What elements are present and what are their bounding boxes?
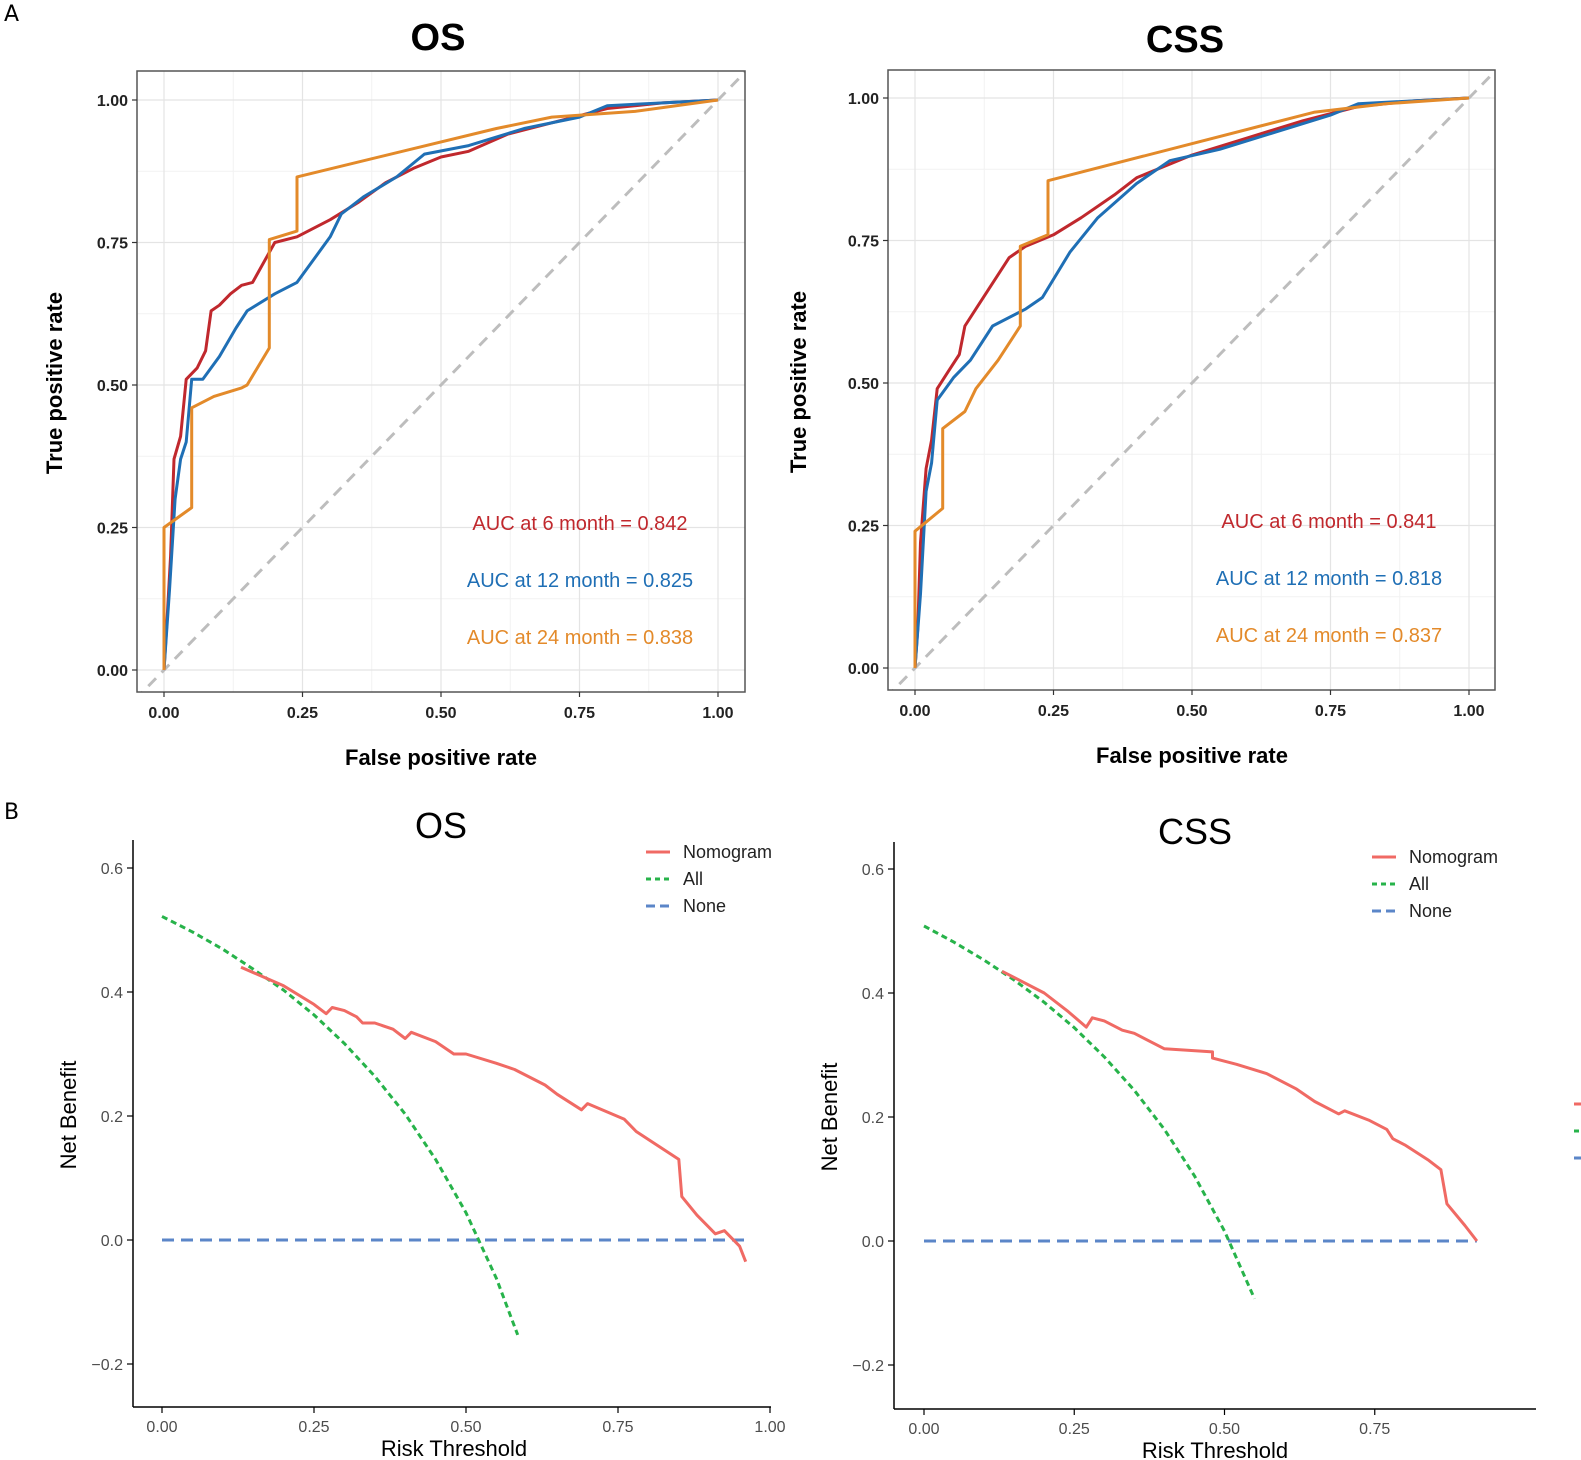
y-tick-label: 0.25 [97, 521, 128, 538]
x-tick-label: 0.25 [287, 705, 318, 722]
y-tick-label: 0.0 [101, 1233, 123, 1250]
auc-annotation: AUC at 12 month = 0.825 [467, 570, 693, 592]
series-group [140, 71, 745, 692]
x-tick-label: 1.00 [754, 1419, 785, 1436]
x-axis-label: False positive rate [345, 745, 537, 770]
y-tick-label: 0.4 [862, 986, 884, 1003]
auc-annotation: AUC at 24 month = 0.837 [1216, 625, 1442, 647]
x-axis-label: Risk Threshold [381, 1436, 527, 1460]
y-tick-label: −0.2 [91, 1357, 123, 1374]
x-tick-label: 0.75 [1359, 1421, 1390, 1438]
x-tick-label: 0.50 [425, 705, 456, 722]
roc-curve-12-month [162, 98, 719, 671]
chart-title: OS [415, 805, 467, 846]
chart-title: CSS [1146, 19, 1224, 61]
y-tick-label: 1.00 [97, 93, 128, 110]
net-benefit-curve-all [161, 915, 520, 1336]
y-tick-label: 0.2 [101, 1109, 123, 1126]
x-tick-label: 0.00 [146, 1419, 177, 1436]
y-tick-label: 0.6 [101, 861, 123, 878]
net-benefit-curve-all [923, 924, 1256, 1300]
legend-label: None [683, 896, 726, 916]
y-tick-label: 0.00 [97, 663, 128, 680]
net-benefit-curve-nomogram [240, 965, 748, 1263]
roc-curve-24-month [162, 98, 719, 670]
roc-curve-6-month [913, 96, 1470, 669]
reference-diagonal-line [891, 70, 1495, 690]
y-tick-label: 1.00 [848, 91, 879, 108]
y-tick-label: 0.4 [101, 985, 123, 1002]
chart-4-decision_curve: 0.00 0.25 0.50 0.75 −0.2 0.0 0.2 0.4 0.6 CSS Risk … [817, 811, 1536, 1460]
y-axis-label: Net Benefit [56, 1061, 81, 1170]
legend-label: Nomogram [1409, 847, 1498, 867]
net-benefit-curve-nomogram [1001, 969, 1479, 1242]
y-tick-label: 0.50 [97, 378, 128, 395]
x-tick-label: 0.00 [148, 705, 179, 722]
x-tick-label: 0.75 [1315, 703, 1346, 720]
series-group [891, 70, 1495, 690]
x-tick-label: 1.00 [1453, 703, 1484, 720]
auc-annotation: AUC at 6 month = 0.842 [472, 513, 687, 535]
roc-curve-24-month [913, 96, 1470, 668]
legend-label: None [1409, 901, 1452, 921]
y-tick-label: 0.50 [848, 376, 879, 393]
chart-2-roc: 0.00 0.25 0.50 0.75 1.00 0.00 0.25 0.50 0.75 1.00… [786, 19, 1496, 768]
panel-label-b: B [4, 800, 20, 825]
y-tick-label: 0.0 [862, 1234, 884, 1251]
auc-annotation: AUC at 6 month = 0.841 [1221, 511, 1436, 533]
y-axis-label: Net Benefit [817, 1063, 842, 1172]
x-tick-label: 1.00 [702, 705, 733, 722]
y-tick-label: 0.75 [848, 234, 879, 251]
x-tick-label: 0.75 [564, 705, 595, 722]
reference-diagonal-line [140, 71, 745, 692]
y-tick-label: 0.6 [862, 862, 884, 879]
legend-label: Nomogram [683, 842, 772, 862]
auc-annotation: AUC at 24 month = 0.838 [467, 627, 693, 649]
y-tick-label: 0.25 [848, 519, 879, 536]
x-tick-label: 0.25 [1038, 703, 1069, 720]
x-tick-label: 0.25 [1059, 1421, 1090, 1438]
y-axis-label: True positive rate [786, 291, 811, 473]
x-axis-label: Risk Threshold [1142, 1438, 1288, 1460]
chart-3-decision_curve: 0.00 0.25 0.50 0.75 1.00 −0.2 0.0 0.2 0.4 0.6 OS Ri… [56, 805, 786, 1460]
y-tick-label: 0.75 [97, 236, 128, 253]
auc-annotation: AUC at 12 month = 0.818 [1216, 568, 1442, 590]
x-tick-label: 0.00 [908, 1421, 939, 1438]
legend: Nomogram All None [646, 842, 772, 916]
roc-curve-12-month [913, 96, 1470, 669]
chart-1-roc: 0.00 0.25 0.50 0.75 1.00 0.00 0.25 0.50 0.75 1.00… [42, 17, 746, 770]
legend-label: All [1409, 874, 1429, 894]
x-tick-label: 0.00 [899, 703, 930, 720]
y-tick-label: −0.2 [852, 1358, 884, 1375]
legend: Nomogram All None [1372, 847, 1498, 921]
x-axis-label: False positive rate [1096, 743, 1288, 768]
x-tick-label: 0.75 [602, 1419, 633, 1436]
x-tick-label: 0.50 [1209, 1421, 1240, 1438]
x-tick-label: 0.50 [450, 1419, 481, 1436]
y-axis-label: True positive rate [42, 292, 67, 474]
x-tick-label: 0.25 [298, 1419, 329, 1436]
x-tick-label: 0.50 [1176, 703, 1207, 720]
panel-label-a: A [4, 2, 20, 27]
legend-label: All [683, 869, 703, 889]
chart-title: CSS [1158, 811, 1232, 852]
y-tick-label: 0.2 [862, 1110, 884, 1127]
y-tick-label: 0.00 [848, 661, 879, 678]
chart-title: OS [411, 17, 466, 59]
